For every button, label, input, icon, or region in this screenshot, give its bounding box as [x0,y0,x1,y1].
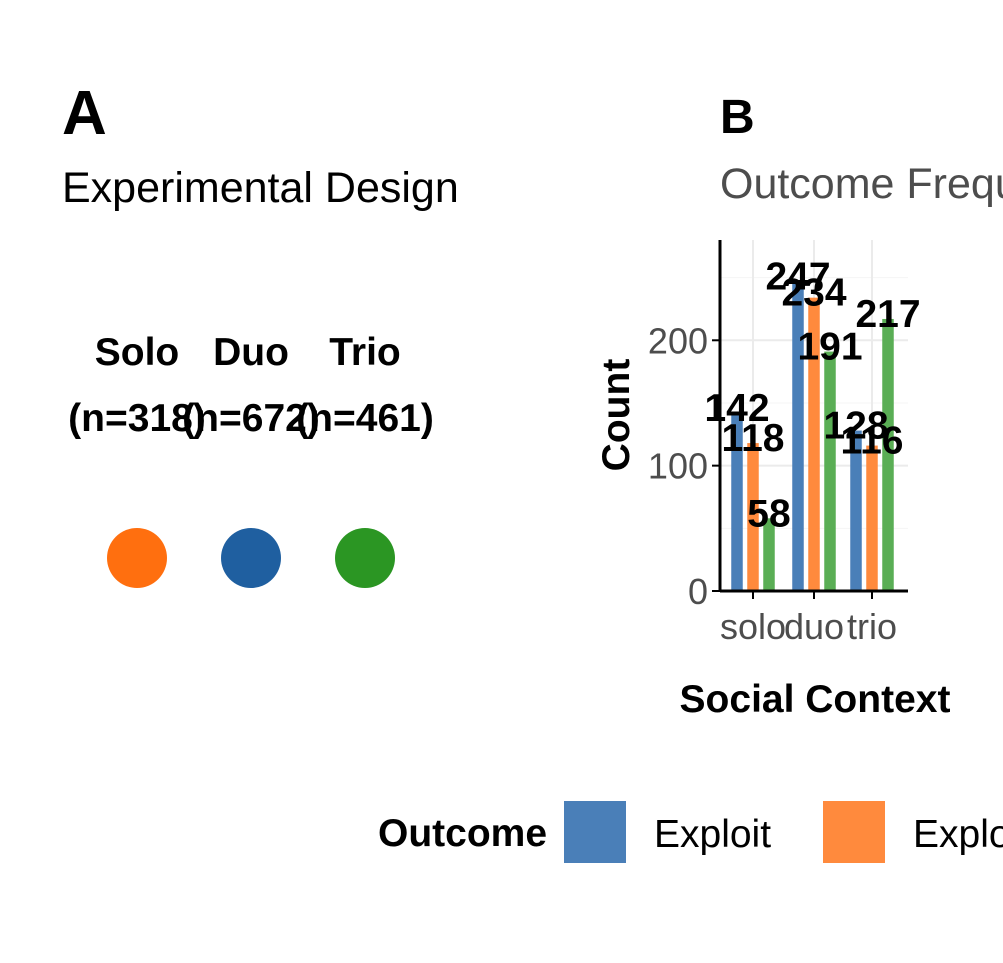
legend-title: Outcome [378,812,548,855]
bar-duo-series-3 [824,351,836,591]
data-label-solo-series-3: 58 [747,492,790,535]
data-label-trio-series-1: 128 [823,405,888,448]
group-duo-count: (n=672) [182,397,320,440]
panel-a: A Experimental Design Solo Duo Trio (n=3… [0,0,520,700]
bar-trio-series-3 [882,318,894,591]
panel-b-letter: B [720,91,755,144]
x-tick-label-solo: solo [720,606,786,647]
x-axis-title: Social Context [680,678,951,721]
data-label-duo-series-2: 234 [781,272,846,315]
legend-swatch-explore [823,801,885,863]
bar-duo-series-1 [792,281,804,591]
y-tick-label: 200 [648,320,708,361]
bar-duo-series-2 [808,297,820,591]
y-tick-label: 0 [688,571,708,612]
panel-a-subtitle: Experimental Design [62,164,459,212]
group-solo-name: Solo [94,331,180,374]
x-tick-label-trio: trio [847,606,897,647]
data-label-trio-series-3: 217 [855,293,920,336]
group-solo-count: (n=318) [68,397,206,440]
data-label-trio-series-2: 116 [841,420,904,463]
legend: Outcome Exploit Explore [0,790,1003,880]
data-label-duo-series-3: 191 [797,326,862,369]
bar-solo-series-3 [763,518,775,591]
bar-solo-series-2 [747,443,759,591]
data-label-solo-series-1: 142 [704,387,769,430]
group-trio-dot [335,528,395,588]
group-trio-count: (n=461) [296,397,434,440]
data-label-solo-series-2: 118 [722,417,785,460]
legend-swatch-exploit [564,801,626,863]
group-solo-dot [107,528,167,588]
panel-a-letter: A [62,79,107,148]
group-duo-dot [221,528,281,588]
y-tick-label: 100 [648,446,708,487]
group-trio-name: Trio [329,331,401,374]
legend-label-explore: Explore [913,813,1003,856]
bars [731,281,894,591]
y-axis-title: Count [595,359,638,472]
data-label-duo-series-1: 247 [765,255,830,298]
bar-trio-series-1 [850,430,862,591]
legend-label-exploit: Exploit [654,813,772,856]
x-tick-label-duo: duo [784,606,844,647]
group-duo-name: Duo [213,331,289,374]
bar-trio-series-2 [866,445,878,591]
bar-solo-series-1 [731,412,743,591]
panel-b-subtitle: Outcome Frequencies [720,160,1003,208]
